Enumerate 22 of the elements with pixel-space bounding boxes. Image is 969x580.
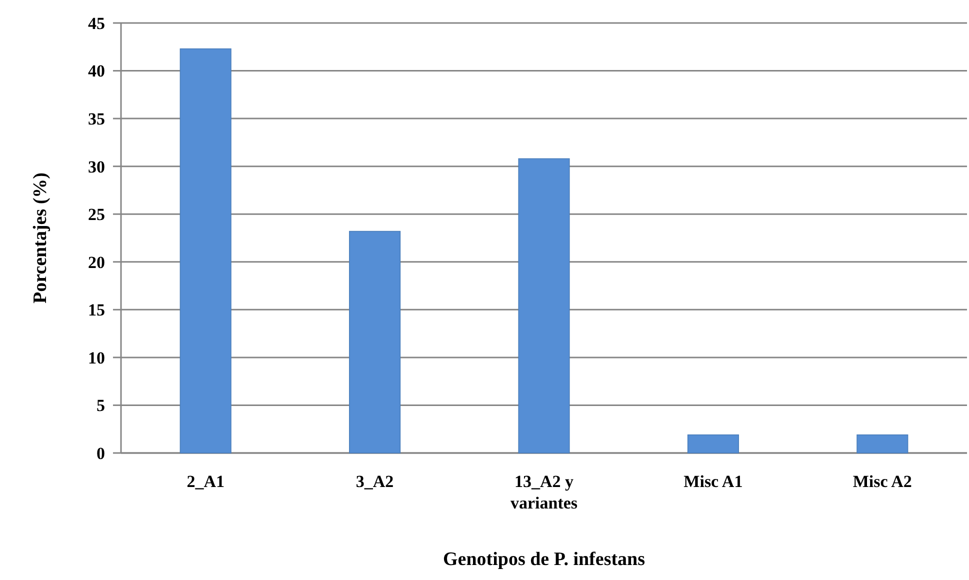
x-tick-label: 3_A2 bbox=[356, 472, 394, 491]
y-tick-label: 25 bbox=[88, 205, 105, 224]
x-tick-label: Misc A2 bbox=[852, 472, 912, 491]
y-tick-label: 10 bbox=[88, 348, 105, 368]
y-tick-label: 5 bbox=[96, 396, 105, 416]
y-tick-label: 0 bbox=[96, 444, 105, 463]
bar bbox=[180, 48, 232, 454]
y-tick-label: 15 bbox=[88, 300, 105, 320]
y-tick-label: 40 bbox=[88, 62, 105, 81]
bar bbox=[687, 434, 739, 454]
y-tick-label: 35 bbox=[88, 110, 105, 129]
y-tick-label: 30 bbox=[88, 157, 105, 176]
x-tick-label: Misc A1 bbox=[684, 472, 743, 491]
bar bbox=[349, 230, 401, 454]
x-tick-label: 2_A1 bbox=[186, 472, 224, 491]
y-tick-label: 20 bbox=[88, 252, 105, 272]
bar bbox=[856, 434, 908, 454]
x-tick-label: 13_A2 y variantes bbox=[510, 472, 578, 512]
x-axis-title: Genotipos de P. infestans bbox=[443, 549, 645, 570]
y-tick-label: 45 bbox=[88, 14, 105, 33]
y-axis-title: Porcentajes (%) bbox=[30, 172, 51, 304]
bar bbox=[518, 158, 570, 454]
